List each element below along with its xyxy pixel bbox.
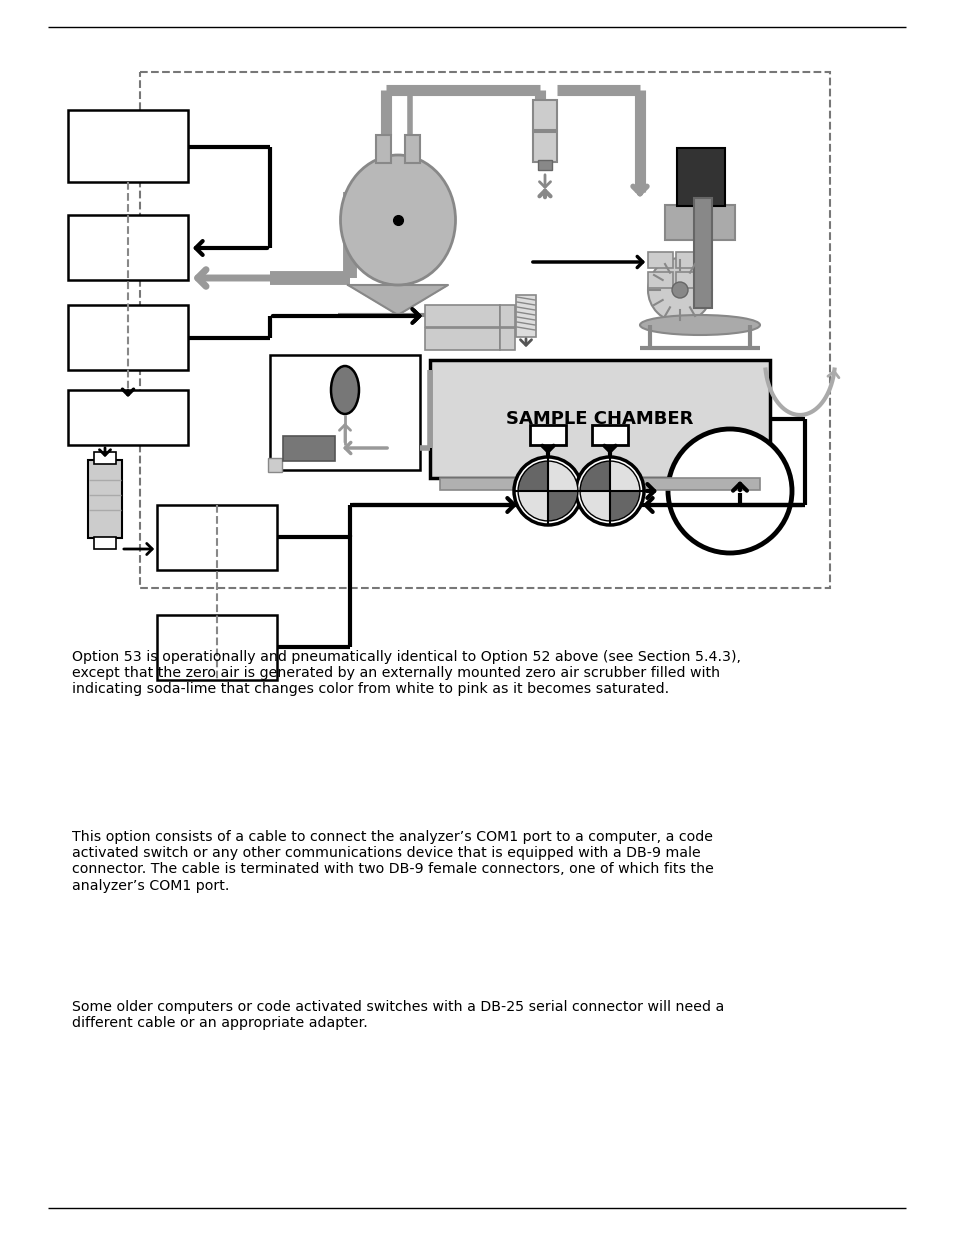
Bar	[424, 305, 499, 327]
Ellipse shape	[340, 156, 455, 285]
Bar	[270, 354, 419, 471]
Bar	[94, 452, 116, 464]
Wedge shape	[547, 461, 578, 492]
Bar	[68, 215, 188, 280]
Bar	[676, 272, 700, 288]
Bar	[664, 205, 734, 240]
Polygon shape	[348, 285, 448, 315]
Bar	[439, 478, 760, 490]
Bar	[499, 305, 515, 327]
Circle shape	[667, 429, 791, 553]
Bar	[676, 252, 700, 268]
Bar	[693, 198, 711, 308]
Bar	[533, 100, 557, 130]
Wedge shape	[517, 461, 547, 492]
Bar	[268, 458, 282, 472]
Wedge shape	[547, 492, 578, 521]
Bar	[424, 329, 499, 350]
Bar	[677, 148, 724, 206]
Bar	[516, 295, 536, 337]
Bar	[647, 272, 672, 288]
Bar	[94, 537, 116, 550]
Ellipse shape	[639, 315, 760, 335]
Circle shape	[514, 457, 581, 525]
Bar	[430, 359, 769, 478]
Text: This option consists of a cable to connect the analyzer’s COM1 port to a compute: This option consists of a cable to conne…	[71, 830, 713, 893]
Bar	[375, 135, 391, 163]
Bar	[533, 132, 557, 162]
Bar	[68, 390, 188, 445]
Wedge shape	[579, 492, 609, 521]
Bar	[537, 161, 552, 170]
Ellipse shape	[331, 366, 358, 414]
Circle shape	[647, 258, 711, 322]
Wedge shape	[579, 461, 609, 492]
Bar	[88, 459, 122, 538]
Bar	[68, 305, 188, 370]
Wedge shape	[517, 492, 547, 521]
Bar	[405, 135, 419, 163]
Bar	[592, 425, 627, 445]
Wedge shape	[609, 492, 639, 521]
Wedge shape	[609, 461, 639, 492]
Bar	[530, 425, 565, 445]
Bar	[157, 505, 276, 571]
Bar	[499, 329, 515, 350]
Circle shape	[576, 457, 643, 525]
Bar	[140, 72, 829, 588]
Text: Option 53 is operationally and pneumatically identical to Option 52 above (see S: Option 53 is operationally and pneumatic…	[71, 650, 740, 697]
Bar	[283, 436, 335, 461]
Bar	[68, 110, 188, 182]
Circle shape	[671, 282, 687, 298]
Text: Some older computers or code activated switches with a DB-25 serial connector wi: Some older computers or code activated s…	[71, 1000, 723, 1030]
Bar	[157, 615, 276, 680]
Bar	[647, 252, 672, 268]
Text: SAMPLE CHAMBER: SAMPLE CHAMBER	[506, 410, 693, 429]
